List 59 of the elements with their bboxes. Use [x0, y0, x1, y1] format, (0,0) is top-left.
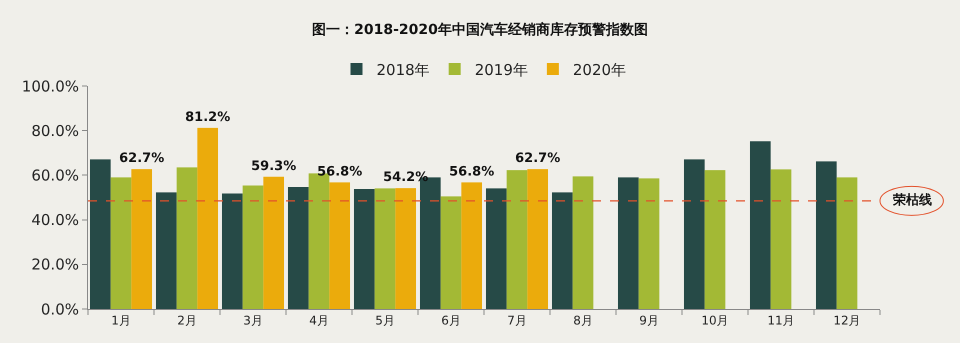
x-tick-label: 9月	[639, 313, 659, 328]
bar	[110, 177, 132, 309]
y-tick-label: 100.0%	[22, 77, 79, 96]
bar	[395, 188, 416, 309]
bar	[374, 188, 396, 309]
bar	[750, 141, 771, 309]
data-label: 62.7%	[119, 151, 164, 166]
x-tick-label: 7月	[507, 313, 527, 328]
x-tick-label: 6月	[441, 313, 461, 328]
bar	[176, 167, 198, 309]
bar	[156, 192, 177, 309]
y-tick-label: 20.0%	[31, 256, 79, 274]
bar	[704, 170, 726, 309]
bar	[684, 159, 705, 309]
y-tick-label: 80.0%	[31, 122, 79, 140]
bar	[222, 193, 243, 309]
bar	[263, 176, 284, 309]
y-tick-label: 40.0%	[31, 211, 79, 230]
ref-line-label: 荣枯线	[892, 193, 932, 208]
bar	[618, 177, 639, 309]
data-label: 54.2%	[383, 170, 428, 186]
bar	[527, 169, 548, 309]
x-tick-label: 1月	[111, 313, 131, 328]
x-tick-label: 8月	[573, 313, 593, 328]
bar	[197, 128, 218, 309]
x-tick-label: 5月	[375, 313, 395, 328]
data-label: 81.2%	[185, 110, 230, 125]
bar	[461, 182, 482, 309]
y-tick-label: 0.0%	[40, 300, 79, 318]
legend-label: 2019年	[474, 60, 528, 79]
bar	[288, 187, 309, 309]
bar	[440, 196, 462, 309]
x-tick-label: 11月	[767, 313, 795, 328]
bar	[131, 169, 152, 309]
bar	[816, 161, 837, 309]
legend-label: 2020年	[572, 60, 626, 79]
data-label: 59.3%	[251, 158, 296, 174]
bar	[329, 182, 350, 309]
bar	[572, 176, 594, 309]
data-label: 56.8%	[449, 164, 494, 180]
chart-title: 图一：2018-2020年中国汽车经销商库存预警指数图	[312, 20, 648, 38]
bar	[638, 178, 660, 309]
bar	[242, 185, 264, 309]
bar	[770, 169, 792, 309]
x-tick-label: 2月	[177, 313, 197, 328]
legend-label: 2018年	[376, 60, 430, 79]
data-label: 62.7%	[515, 151, 560, 166]
bar	[354, 189, 375, 309]
data-label: 56.8%	[317, 164, 362, 180]
bar	[836, 177, 858, 309]
y-tick-label: 60.0%	[31, 166, 79, 184]
x-tick-label: 10月	[701, 313, 729, 328]
bar	[552, 192, 573, 309]
x-tick-label: 3月	[243, 313, 263, 328]
x-tick-label: 12月	[833, 313, 861, 328]
bar	[90, 159, 111, 309]
bar	[486, 188, 507, 309]
x-tick-label: 4月	[309, 313, 329, 328]
bar	[506, 170, 528, 309]
